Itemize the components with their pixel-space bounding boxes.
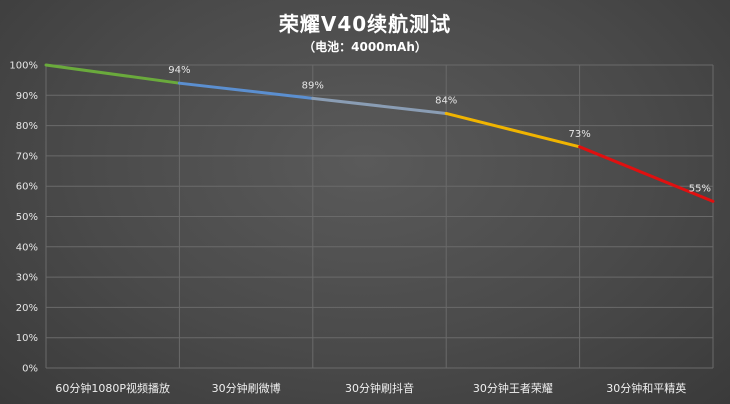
series-segment bbox=[311, 96, 448, 115]
data-labels: 94% 89% 84% 73% 55% bbox=[168, 65, 711, 194]
y-tick-label: 90% bbox=[16, 91, 38, 102]
data-label: 73% bbox=[568, 129, 590, 140]
data-label: 55% bbox=[689, 183, 711, 194]
data-label: 89% bbox=[302, 80, 324, 91]
series-segment bbox=[444, 111, 582, 149]
y-tick-label: 50% bbox=[16, 212, 38, 223]
series-segment bbox=[177, 81, 315, 100]
x-category-label: 30分钟刷抖音 bbox=[345, 381, 414, 395]
data-label: 94% bbox=[168, 65, 190, 76]
battery-series bbox=[44, 63, 715, 203]
y-tick-label: 30% bbox=[16, 273, 38, 284]
y-tick-label: 20% bbox=[16, 303, 38, 314]
x-category-label: 30分钟和平精英 bbox=[606, 381, 686, 395]
series-segment bbox=[44, 63, 181, 85]
chart-subtitle: （电池：4000mAh） bbox=[303, 40, 427, 54]
y-tick-label: 0% bbox=[22, 364, 38, 375]
y-tick-label: 80% bbox=[16, 121, 38, 132]
chart-title: 荣耀V40续航测试 bbox=[278, 12, 452, 36]
x-category-label: 30分钟刷微博 bbox=[212, 381, 281, 395]
data-label: 84% bbox=[435, 95, 457, 106]
y-tick-label: 70% bbox=[16, 151, 38, 162]
y-tick-label: 100% bbox=[9, 61, 38, 72]
series-segment bbox=[578, 145, 715, 203]
y-tick-label: 10% bbox=[16, 333, 38, 344]
y-tick-label: 40% bbox=[16, 242, 38, 253]
y-tick-label: 60% bbox=[16, 182, 38, 193]
y-axis-ticks: 0% 10% 20% 30% 40% 50% 60% 70% 80% 90% 100% bbox=[9, 61, 38, 375]
x-category-label: 60分钟1080P视频播放 bbox=[55, 381, 170, 395]
x-category-label: 30分钟王者荣耀 bbox=[473, 381, 553, 395]
x-axis-categories: 60分钟1080P视频播放 30分钟刷微博 30分钟刷抖音 30分钟王者荣耀 30分钟和… bbox=[55, 381, 686, 395]
grid-lines bbox=[45, 64, 714, 369]
